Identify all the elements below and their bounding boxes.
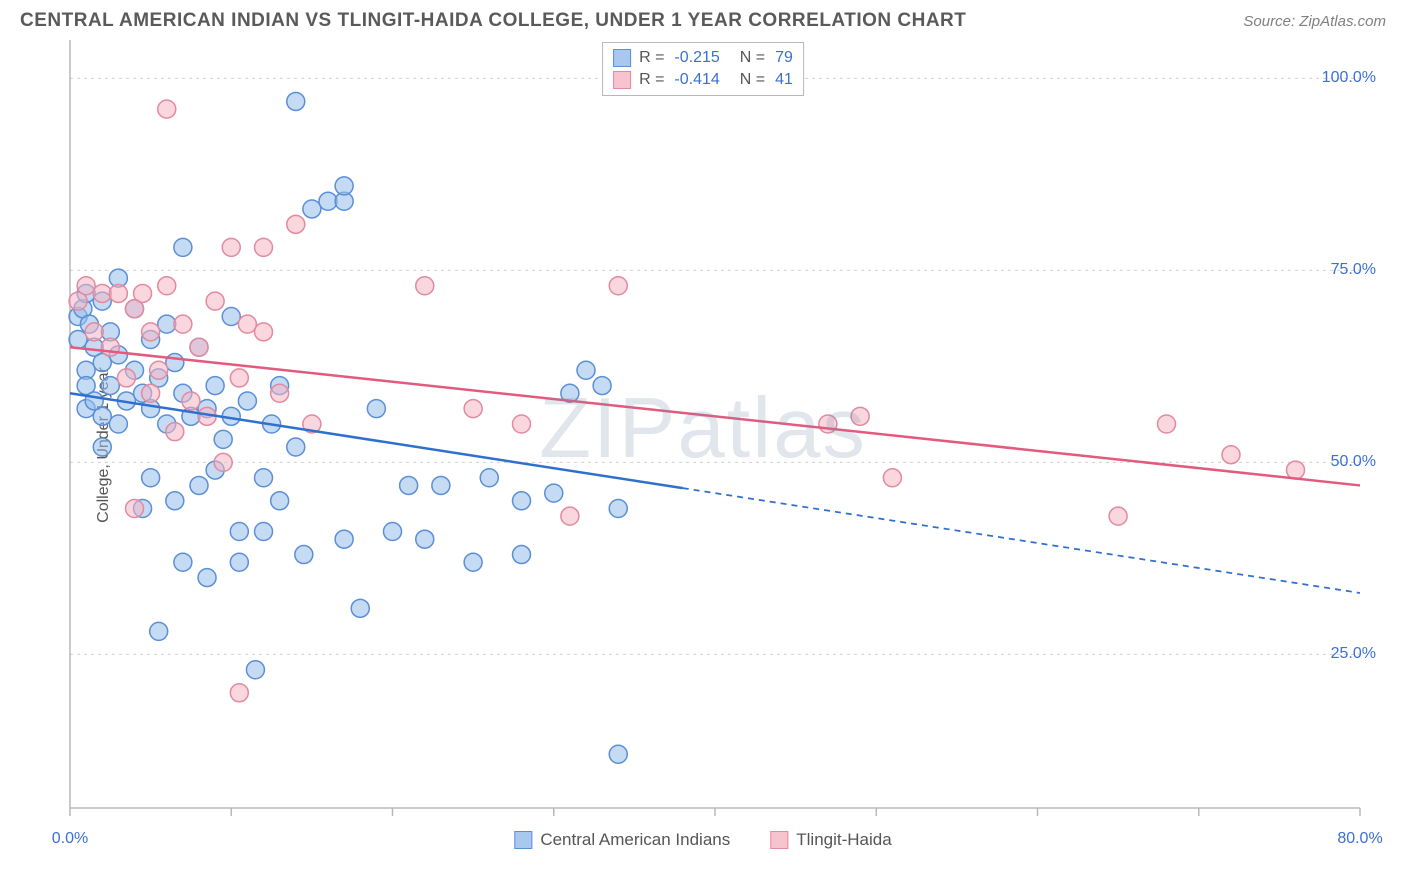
legend-swatch [514,831,532,849]
y-tick-label: 75.0% [1331,261,1376,279]
r-label: R = [639,69,664,91]
source-credit: Source: ZipAtlas.com [1243,13,1386,30]
legend-series-item: Tlingit-Haida [770,830,891,850]
n-label: N = [740,69,765,91]
legend-series-label: Central American Indians [540,830,730,850]
source-link[interactable]: ZipAtlas.com [1299,13,1386,30]
legend-stat-row: R = -0.414 N = 41 [613,69,793,91]
legend-series-label: Tlingit-Haida [796,830,891,850]
legend-stat-row: R = -0.215 N = 79 [613,47,793,69]
legend-swatch [613,71,631,89]
n-value: 41 [775,69,793,91]
legend-series: Central American Indians Tlingit-Haida [514,830,891,850]
x-tick-label: 80.0% [1337,830,1382,848]
x-tick-label: 0.0% [52,830,88,848]
r-value: -0.215 [674,47,719,69]
chart-container: College, Under 1 year ZIPatlas R =-0.215… [20,40,1386,850]
legend-swatch [613,49,631,67]
scatter-chart [20,40,1386,850]
r-value: -0.414 [674,69,719,91]
r-label: R = [639,47,664,69]
chart-title: CENTRAL AMERICAN INDIAN VS TLINGIT-HAIDA… [20,10,966,32]
legend-series-item: Central American Indians [514,830,730,850]
y-tick-label: 50.0% [1331,453,1376,471]
legend-stats: R = -0.215 N = 79 R = -0.414 N = 41 [602,42,804,96]
n-value: 79 [775,47,793,69]
n-label: N = [740,47,765,69]
legend-swatch [770,831,788,849]
y-tick-label: 25.0% [1331,645,1376,663]
y-tick-label: 100.0% [1322,69,1376,87]
